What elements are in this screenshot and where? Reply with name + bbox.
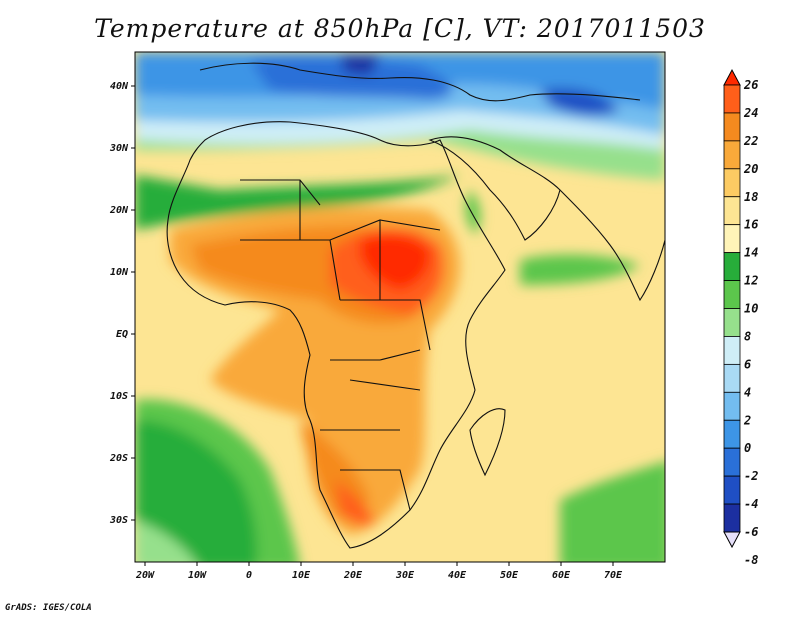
colorbar-label: -2 [744,469,758,483]
colorbar-bin [723,447,741,477]
lat-label: 30S [109,515,128,526]
colorbar-arrow-bottom [723,531,741,549]
lat-label: 40N [110,81,129,92]
colorbar-label: 26 [743,78,758,92]
lat-label: 10S [110,391,128,402]
lon-label: 0 [246,570,252,581]
colorbar-label: -8 [744,553,758,567]
colorbar-label: -4 [744,497,758,511]
colorbar-bin [723,112,741,142]
lon-label: 20E [343,570,363,581]
colorbar-label: 12 [744,274,758,288]
colorbar-bin [723,503,741,533]
colorbar-bin [723,419,741,449]
colorbar-bin [723,140,741,170]
colorbar-label: 14 [744,246,758,260]
lat-label: 30N [109,143,129,154]
lat-label: 20S [109,453,128,464]
colorbar-label: 8 [744,329,751,343]
colorbar-bin [723,252,741,281]
colorbar-label: 10 [744,302,758,316]
lon-label: 60E [552,570,571,581]
lon-label: 70E [604,570,623,581]
colorbar-bin [723,308,741,337]
colorbar-bin [723,475,741,505]
lat-label: 10N [110,267,129,278]
colorbar-bin [723,224,741,254]
colorbar-label: 24 [743,106,758,120]
axis-ticks [131,85,614,566]
colorbar-label: -6 [744,525,758,539]
lon-label: 40E [448,570,467,581]
map-frame [134,51,666,563]
colorbar-label: 0 [744,441,751,455]
colorbar-label: 16 [744,218,758,232]
colorbar-label: 20 [743,162,758,176]
colorbar-label: 22 [743,134,758,148]
colorbar-bin [723,84,741,114]
lat-label: 20N [109,205,129,216]
colorbar-bin [723,336,741,365]
colorbar-bin [723,391,741,421]
grads-credit: GrADS: IGES/COLA [5,603,92,613]
lon-label: 20W [135,570,155,581]
lon-label: 30E [395,570,415,581]
colorbar-label: 6 [744,357,751,371]
colorbar-label: 2 [743,413,751,427]
colorbar-label: 18 [744,190,758,204]
colorbar-bin [723,280,741,309]
colorbar-bin [723,196,741,226]
lon-label: 50E [500,570,519,581]
lat-label: EQ [116,329,128,340]
map-title: Temperature at 850hPa [C], VT: 201701150… [94,14,706,43]
colorbar-bin [723,168,741,198]
colorbar-arrow-top [723,68,741,86]
lon-label: 10E [292,570,311,581]
colorbar-label: 4 [744,385,751,399]
temperature-field [135,52,665,562]
lon-label: 10W [188,570,207,581]
coastlines [166,62,665,549]
colorbar-bin [723,363,741,393]
